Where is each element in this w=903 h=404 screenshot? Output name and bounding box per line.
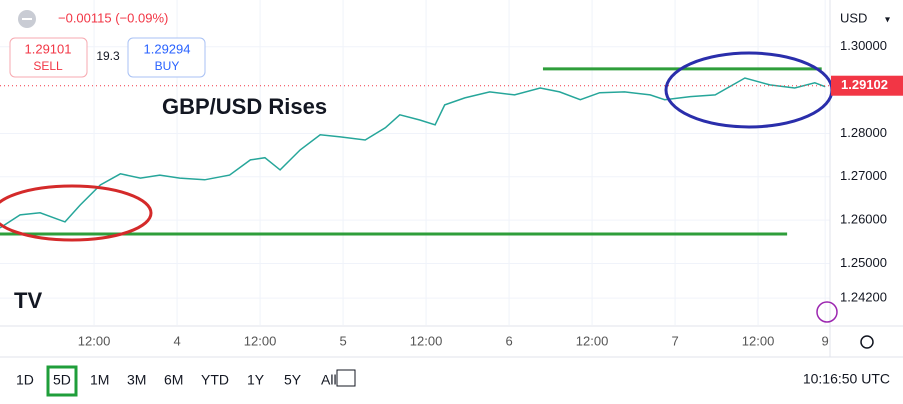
logo: TV: [14, 288, 42, 313]
chart-title: GBP/USD Rises: [162, 94, 327, 119]
range-button[interactable]: 3M: [127, 372, 146, 388]
sell-button[interactable]: [9, 37, 88, 78]
x-tick-label: 12:00: [742, 333, 775, 348]
range-button[interactable]: YTD: [201, 372, 229, 388]
last-price-badge: [831, 75, 903, 96]
y-tick-label: 1.24200: [840, 290, 887, 305]
range-active: [46, 365, 78, 397]
x-tick-label: 4: [173, 333, 180, 348]
y-tick-label: 1.26000: [840, 212, 887, 227]
y-tick-label: 1.25000: [840, 255, 887, 270]
x-tick-label: 6: [505, 333, 512, 348]
last-price-label: 1.29102: [841, 77, 888, 92]
buy-label: BUY: [155, 59, 180, 73]
range-button[interactable]: 1D: [16, 372, 34, 388]
currency-select[interactable]: USD: [840, 10, 867, 25]
sell-label: SELL: [33, 59, 63, 73]
range-button[interactable]: 6M: [164, 372, 183, 388]
y-tick-label: 1.27000: [840, 168, 887, 183]
dropdown-icon: ▾: [885, 15, 890, 26]
buy-price: 1.29294: [144, 41, 191, 56]
x-tick-label: 12:00: [78, 333, 111, 348]
range-button[interactable]: 5D: [53, 372, 71, 388]
range-button[interactable]: All: [321, 372, 337, 388]
sell-price: 1.29101: [25, 41, 72, 56]
icon: [22, 18, 32, 20]
x-tick-label: 12:00: [244, 333, 277, 348]
x-tick-label: 12:00: [576, 333, 609, 348]
x-tick-label: 7: [671, 333, 678, 348]
x-tick-label: 5: [339, 333, 346, 348]
range-bar: 1D 5D 1M 3M 6M YTD 1Y 5Y All: [16, 365, 337, 397]
range-button[interactable]: 1M: [90, 372, 109, 388]
compare-icon[interactable]: [336, 369, 356, 387]
y-tick-label: 1.30000: [840, 38, 887, 53]
range-button[interactable]: 1Y: [247, 372, 265, 388]
x-tick-label: 12:00: [410, 333, 443, 348]
y-tick-label: 1.28000: [840, 125, 887, 140]
price-line: [0, 77, 826, 229]
spread: 19.3: [96, 49, 120, 63]
ideas-icon[interactable]: [816, 301, 838, 323]
price-change: −0.00115 (−0.09%): [58, 10, 168, 25]
x-tick-label: 9: [822, 333, 829, 348]
clock: 10:16:50 UTC: [803, 371, 890, 387]
highlight-ellipse: [0, 184, 153, 242]
settings-icon[interactable]: [860, 335, 874, 349]
buy-button[interactable]: [127, 37, 206, 78]
range-button[interactable]: 5Y: [284, 372, 302, 388]
